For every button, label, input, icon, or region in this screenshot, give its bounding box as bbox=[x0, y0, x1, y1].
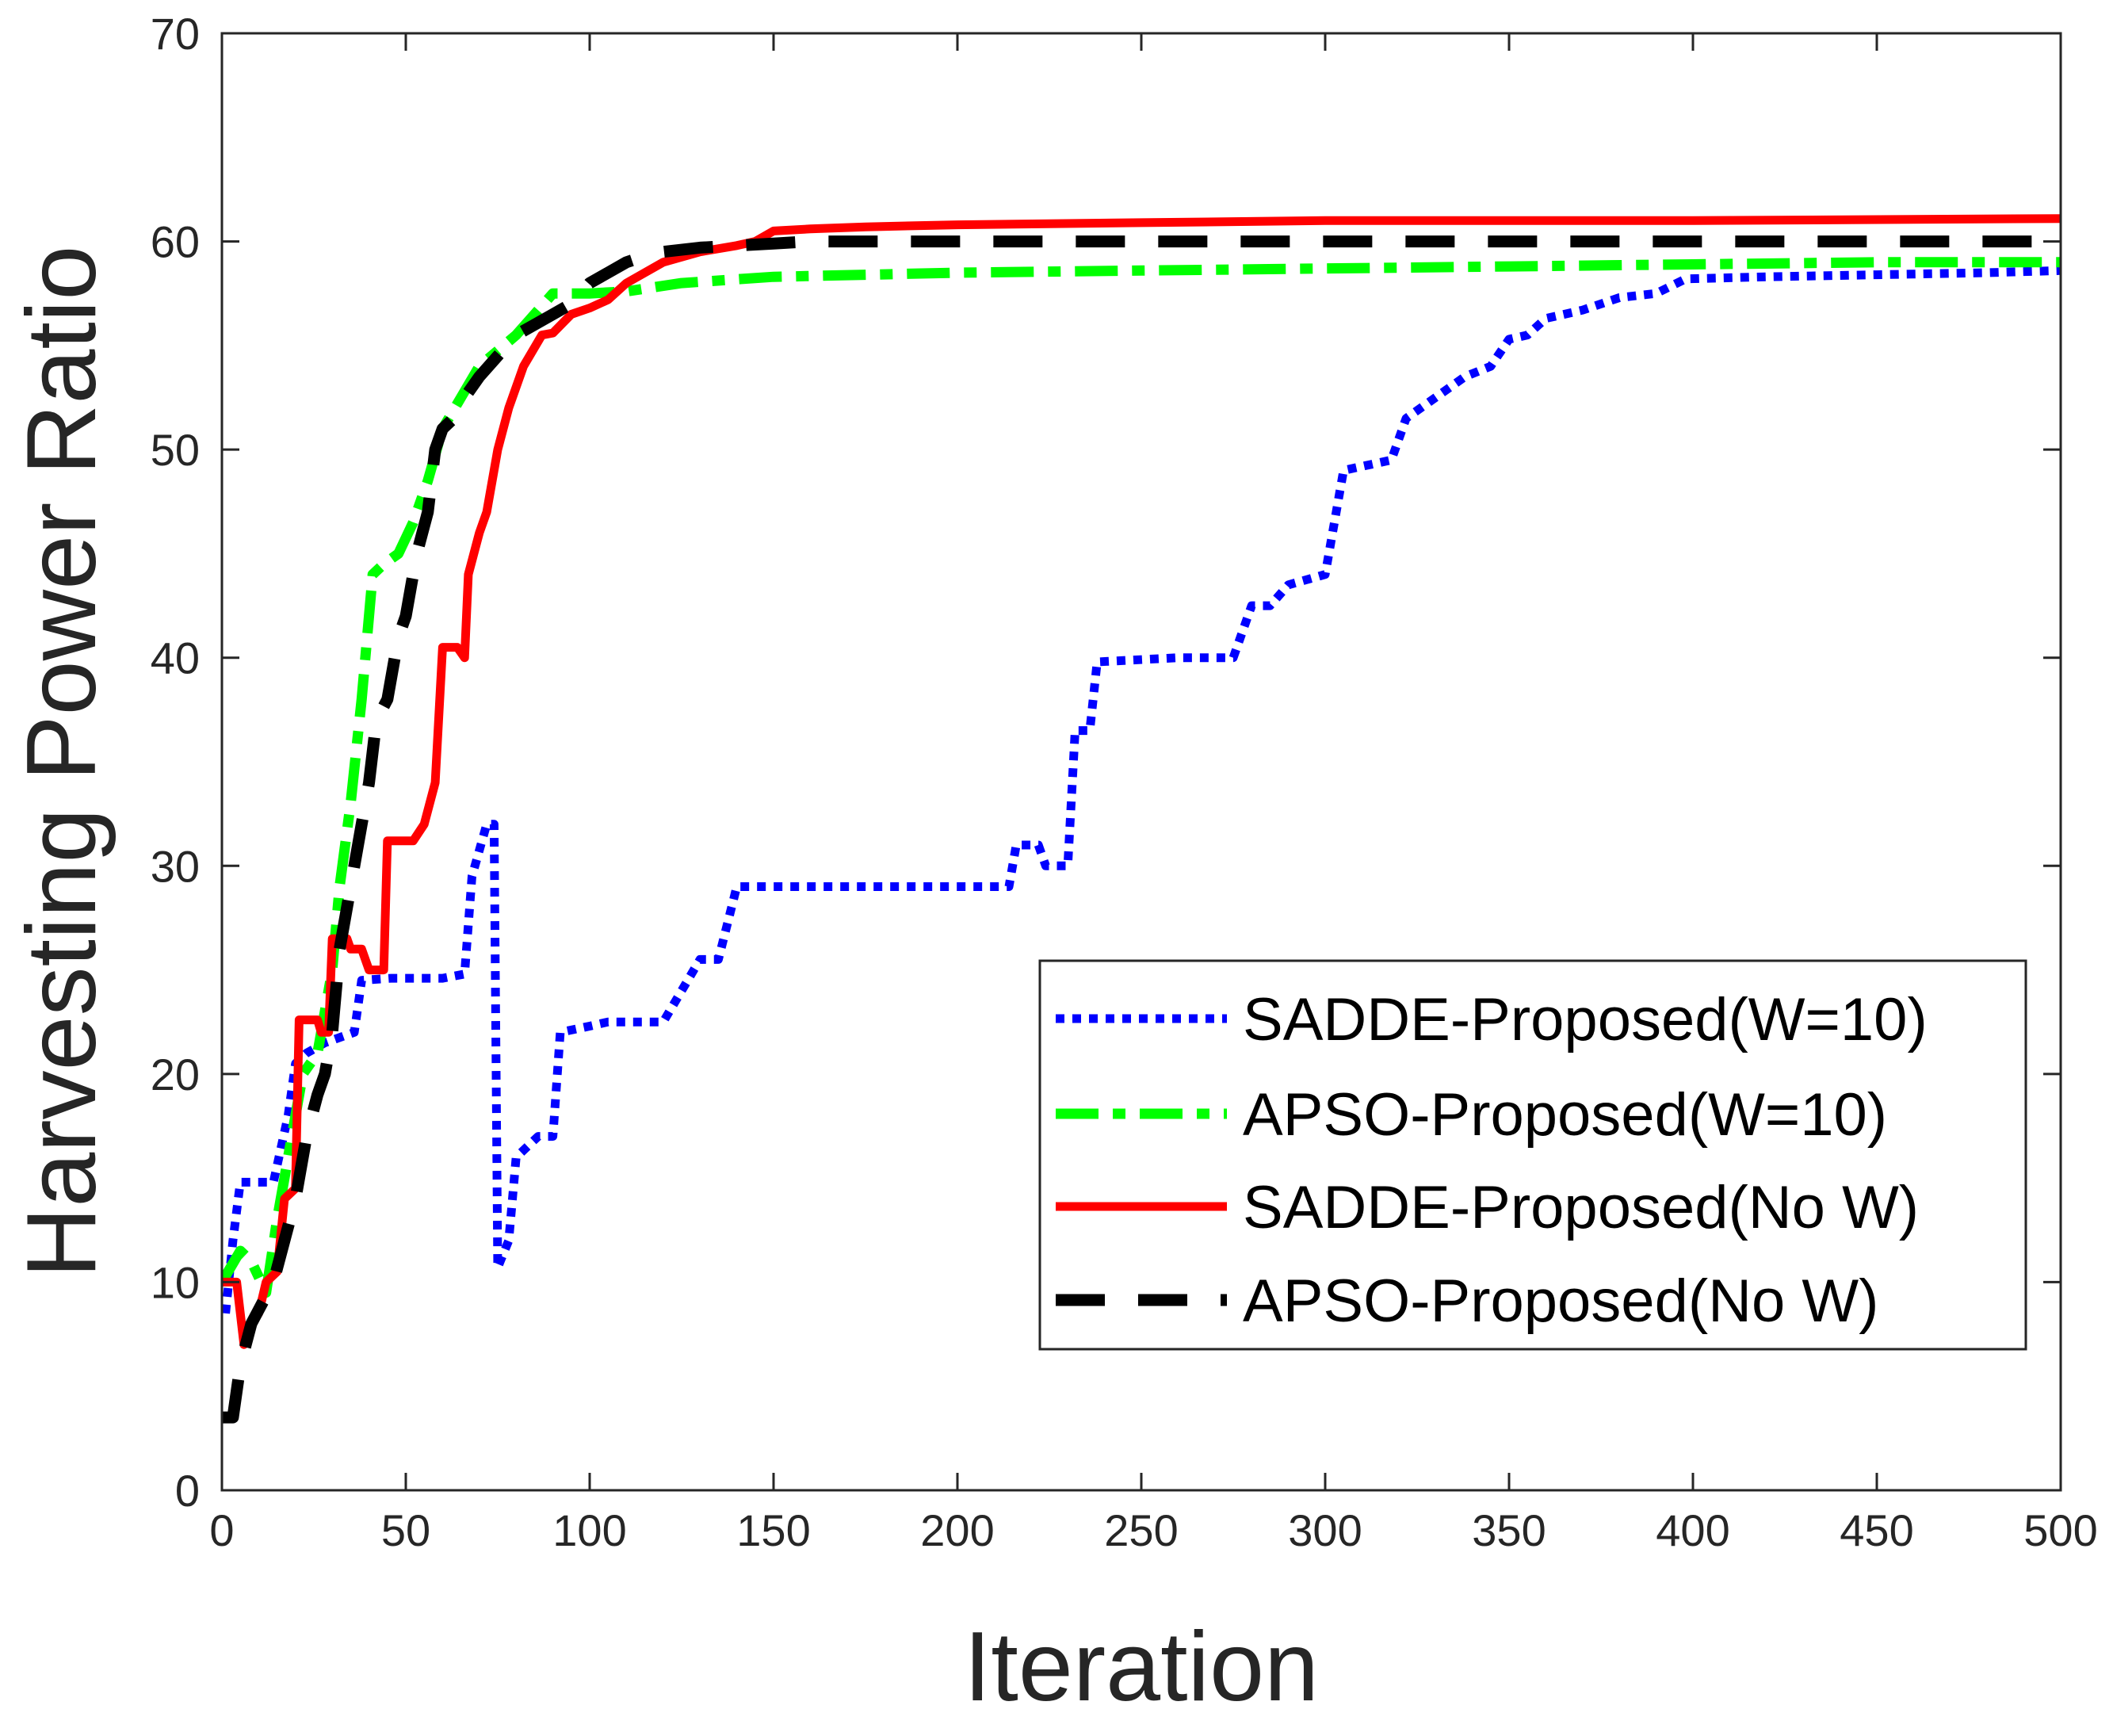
y-tick-label: 20 bbox=[151, 1050, 200, 1099]
legend-label-4: APSO-Proposed(No W) bbox=[1243, 1268, 1878, 1335]
series-line-4 bbox=[222, 235, 2061, 1424]
legend-label-2: APSO-Proposed(W=10) bbox=[1243, 1081, 1887, 1149]
x-tick-label: 0 bbox=[209, 1505, 234, 1555]
x-tick-label: 150 bbox=[736, 1505, 810, 1555]
y-axis-ticks: 0 10 20 30 40 50 60 70 bbox=[151, 9, 2061, 1516]
x-tick-label: 50 bbox=[381, 1505, 430, 1555]
y-tick-label: 50 bbox=[151, 425, 200, 475]
legend-label-1: SADDE-Proposed(W=10) bbox=[1243, 986, 1928, 1053]
y-tick-label: 30 bbox=[151, 841, 200, 891]
y-tick-label: 60 bbox=[151, 217, 200, 267]
x-tick-label: 450 bbox=[1840, 1505, 1913, 1555]
x-tick-label: 400 bbox=[1656, 1505, 1729, 1555]
x-tick-label: 250 bbox=[1104, 1505, 1178, 1555]
series-line-1 bbox=[222, 266, 2061, 1314]
x-tick-label: 350 bbox=[1472, 1505, 1546, 1555]
y-tick-label: 0 bbox=[175, 1466, 200, 1516]
y-axis-title: Harvesting Power Ratio bbox=[7, 246, 117, 1279]
x-tick-label: 100 bbox=[552, 1505, 626, 1555]
legend-box bbox=[1038, 959, 2027, 1351]
x-tick-label: 500 bbox=[2023, 1505, 2097, 1555]
legend: SADDE-Proposed(W=10) APSO-Proposed(W=10) S… bbox=[1038, 959, 2027, 1351]
y-tick-label: 70 bbox=[151, 9, 200, 59]
x-tick-label: 200 bbox=[920, 1505, 994, 1555]
x-axis-title: Iteration bbox=[964, 1612, 1319, 1722]
legend-label-3: SADDE-Proposed(No W) bbox=[1243, 1174, 1919, 1241]
x-tick-label: 300 bbox=[1288, 1505, 1362, 1555]
series-group bbox=[222, 214, 2061, 1424]
y-tick-label: 40 bbox=[151, 633, 200, 683]
x-axis-ticks: 0 50 100 150 200 250 300 350 400 450 500 bbox=[209, 33, 2098, 1555]
y-tick-label: 10 bbox=[151, 1257, 200, 1307]
